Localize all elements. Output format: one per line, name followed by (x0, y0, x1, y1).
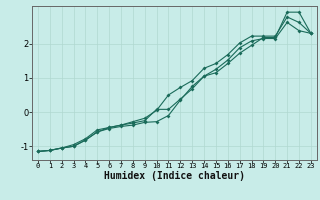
X-axis label: Humidex (Indice chaleur): Humidex (Indice chaleur) (104, 171, 245, 181)
